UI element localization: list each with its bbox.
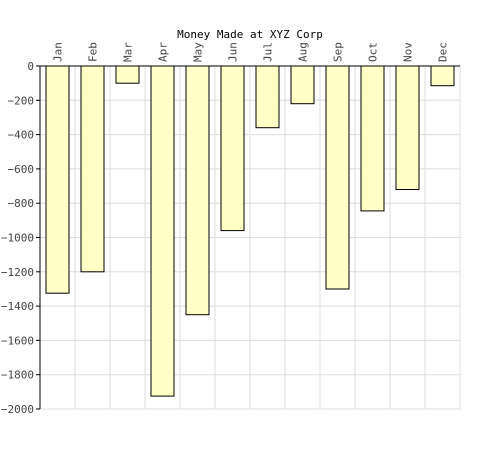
- bar-jun: [220, 65, 245, 232]
- x-tick-label-jul: Jul: [262, 42, 275, 62]
- y-tick-label: 0: [27, 60, 34, 73]
- y-tick-label: −1600: [1, 334, 34, 347]
- x-tick-label-nov: Nov: [402, 42, 415, 62]
- y-tick-label: −800: [8, 197, 35, 210]
- x-tick-label-sep: Sep: [332, 42, 345, 62]
- y-axis-ticks: 0 −200 −400 −600 −800 −1000 −1200 −1400 −1600 −18…: [1, 60, 40, 416]
- y-tick-label: −1200: [1, 266, 34, 279]
- y-tick-label: −1400: [1, 300, 34, 313]
- x-tick-label-oct: Oct: [367, 42, 380, 62]
- bar-jan: [45, 65, 70, 294]
- y-tick-label: −600: [8, 163, 35, 176]
- x-tick-label-apr: Apr: [157, 42, 170, 62]
- bar-dec: [430, 65, 455, 87]
- bars: [45, 65, 455, 397]
- bar-mar: [115, 65, 140, 84]
- bar-may: [185, 65, 210, 316]
- x-tick-label-mar: Mar: [122, 42, 135, 62]
- x-tick-label-feb: Feb: [87, 42, 100, 62]
- bar-aug: [290, 65, 315, 105]
- x-tick-label-dec: Dec: [437, 42, 450, 62]
- y-tick-label: −200: [8, 94, 35, 107]
- bar-feb: [80, 65, 105, 273]
- grid-lines: [40, 65, 461, 410]
- chart-title: Money Made at XYZ Corp: [177, 28, 323, 41]
- x-tick-label-aug: Aug: [297, 42, 310, 62]
- x-tick-label-may: May: [192, 42, 205, 62]
- y-tick-label: −2000: [1, 403, 34, 416]
- bar-nov: [395, 65, 420, 190]
- bar-apr: [150, 65, 175, 397]
- bar-oct: [360, 65, 385, 212]
- x-tick-label-jan: Jan: [52, 42, 65, 62]
- y-tick-label: −1000: [1, 232, 34, 245]
- bar-jul: [255, 65, 280, 129]
- x-tick-label-jun: Jun: [227, 42, 240, 62]
- y-tick-label: −1800: [1, 369, 34, 382]
- bar-sep: [325, 65, 350, 290]
- y-tick-label: −400: [8, 129, 35, 142]
- x-axis-ticks: Jan Feb Mar Apr May Jun Jul Aug Sep Oct Nov Dec: [52, 42, 450, 62]
